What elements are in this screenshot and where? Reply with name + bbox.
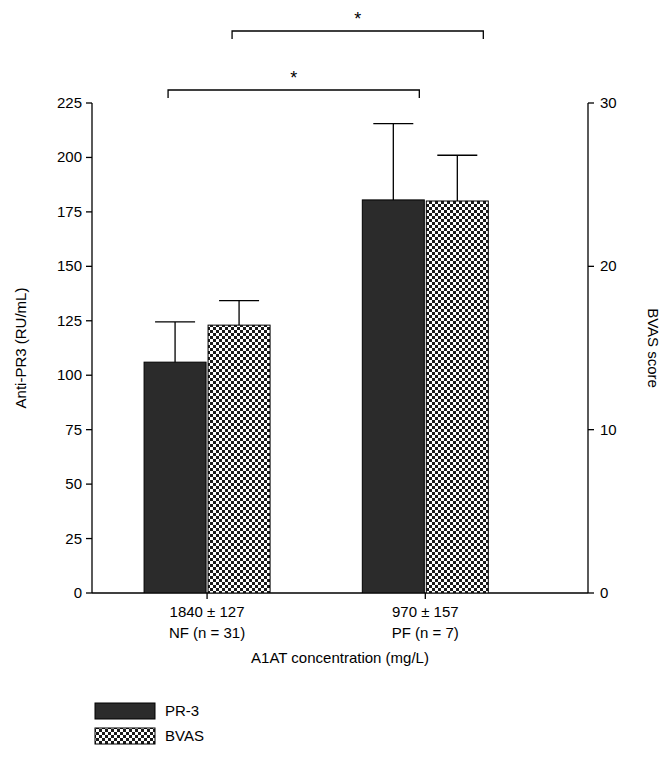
y-tick: [86, 102, 92, 103]
y-tick: [86, 157, 92, 158]
y-tick-label: 100: [57, 366, 82, 383]
y2-axis: [587, 103, 588, 593]
y-tick-label: 150: [57, 257, 82, 274]
y2-tick-label: 0: [600, 584, 608, 601]
chart: 0 25 50 75 100 125 150 175 200 225 0 10 20 30 1840 ± 1…: [0, 0, 672, 762]
y-tick: [86, 538, 92, 539]
y-tick-label: 50: [65, 475, 82, 492]
y-tick-label: 25: [65, 530, 82, 547]
bar: [426, 201, 488, 593]
y-tick-label: 200: [57, 148, 82, 165]
legend-swatch: [95, 728, 155, 744]
y-axis-title: Anti-PR3 (RU/mL): [12, 288, 29, 409]
bar: [144, 362, 206, 593]
error-bar: [437, 155, 477, 201]
y2-tick: [588, 102, 594, 103]
x-tick-label: 970 ± 157 PF (n = 7): [392, 603, 459, 641]
legend-label: BVAS: [165, 727, 204, 744]
y-tick-label: 125: [57, 312, 82, 329]
x-tick-label: 1840 ± 127 NF (n = 31): [169, 603, 245, 641]
x-axis-title: A1AT concentration (mg/L): [251, 649, 429, 666]
bar: [362, 200, 424, 593]
x-tick-label-line: NF (n = 31): [169, 624, 245, 641]
y-tick: [86, 429, 92, 430]
bar: [208, 325, 270, 593]
y2-tick: [588, 592, 594, 593]
y-tick: [86, 375, 92, 376]
y-tick: [86, 266, 92, 267]
y2-tick: [588, 429, 594, 430]
y2-tick-label: 10: [600, 421, 617, 438]
y-axis: [91, 103, 92, 593]
y2-tick: [588, 266, 594, 267]
y-tick-label: 0: [74, 584, 82, 601]
legend-label: PR-3: [165, 702, 199, 719]
legend-swatch: [95, 703, 155, 719]
error-bar: [219, 301, 259, 326]
y-tick: [86, 483, 92, 484]
y-tick: [86, 211, 92, 212]
x-tick-label-line: 1840 ± 127: [170, 603, 245, 620]
y2-tick-label: 30: [600, 94, 617, 111]
x-tick: [425, 593, 426, 599]
y-tick: [86, 320, 92, 321]
y-tick: [86, 592, 92, 593]
error-bar: [373, 124, 413, 200]
y-tick-label: 225: [57, 94, 82, 111]
significance-bracket: [168, 90, 419, 98]
bars: [144, 124, 488, 593]
x-tick-label-line: PF (n = 7): [392, 624, 459, 641]
error-bar: [155, 322, 195, 362]
significance-label: *: [354, 9, 361, 29]
significance-label: *: [290, 68, 297, 88]
x-tick-label-line: 970 ± 157: [392, 603, 459, 620]
y-tick-label: 175: [57, 203, 82, 220]
y2-axis-title: BVAS score: [645, 308, 662, 388]
x-tick: [206, 593, 207, 599]
significance-bracket: [232, 31, 483, 39]
y-tick-label: 75: [65, 421, 82, 438]
y2-tick-label: 20: [600, 257, 617, 274]
